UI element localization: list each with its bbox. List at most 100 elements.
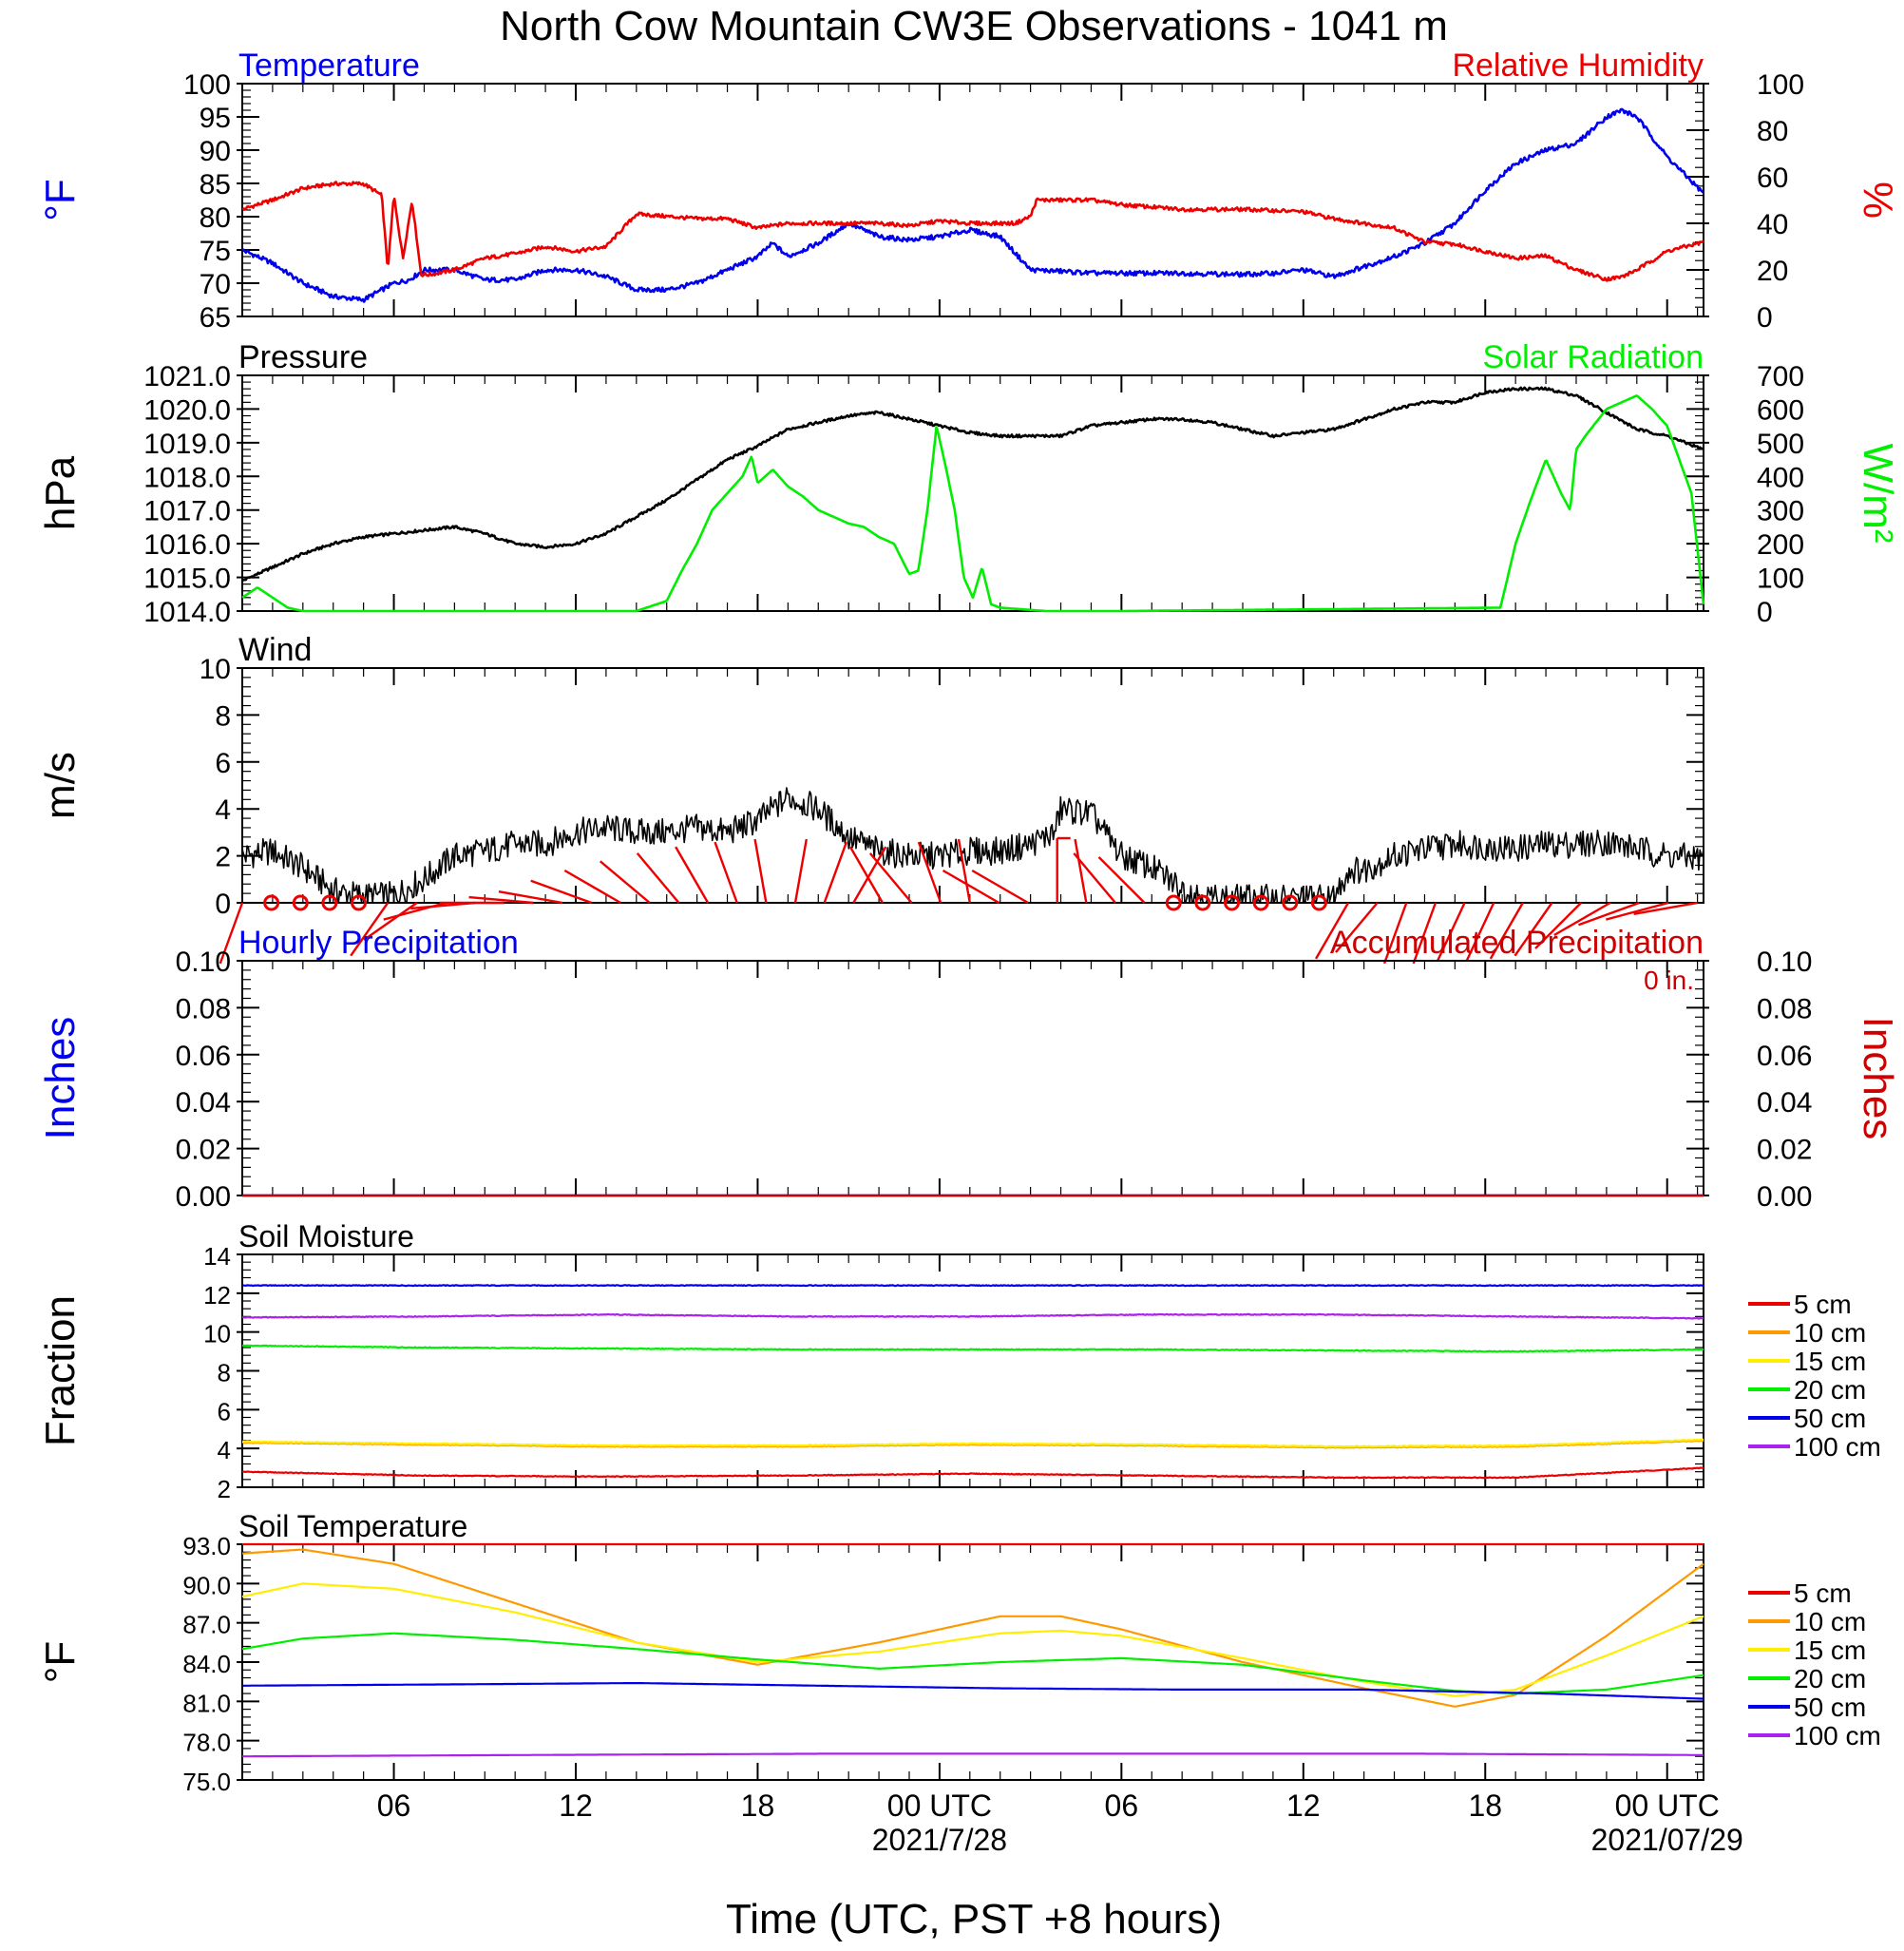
- y-tick-label-left: 75.0: [182, 1768, 231, 1796]
- panel-title-left: Temperature: [238, 48, 420, 84]
- legend-label: 15 cm: [1794, 1635, 1866, 1665]
- legend-label: 5 cm: [1794, 1290, 1852, 1319]
- wind-barb-shaft: [942, 869, 1000, 905]
- wind-barb-shaft: [852, 846, 887, 904]
- legend-label: 20 cm: [1794, 1664, 1866, 1693]
- panel-precip: 0.00 0.02 0.04 0.06 0.08 0.10 0.00 0.02 0.04 0.06…: [37, 925, 1901, 1213]
- series-line-100-cm: [241, 1312, 1704, 1320]
- y-tick-label-right: 0.06: [1757, 1041, 1812, 1072]
- y-tick-label-left: 4: [218, 1436, 231, 1464]
- figure-title: North Cow Mountain CW3E Observations - 1…: [500, 3, 1448, 49]
- legend-label: 5 cm: [1794, 1578, 1852, 1608]
- series-line-20-cm: [241, 1344, 1704, 1353]
- legend-label: 50 cm: [1794, 1404, 1866, 1433]
- wind-barb-shaft: [1553, 901, 1611, 937]
- wind-barb-shaft: [1314, 902, 1350, 960]
- wind-barb-shaft: [1382, 902, 1408, 965]
- y-tick-label-right: 0.08: [1757, 993, 1812, 1024]
- panel-title-left: Soil Moisture: [238, 1219, 414, 1253]
- y-tick-label-left: 4: [215, 794, 231, 826]
- y-tick-label-left: 10: [203, 1320, 231, 1348]
- wind-barb-shaft: [823, 841, 848, 904]
- y-tick-label-right: 200: [1757, 529, 1804, 561]
- plot-frame: [241, 1253, 1704, 1488]
- legend-label: 50 cm: [1794, 1693, 1866, 1722]
- series-line-wind: [241, 787, 1704, 904]
- wind-barb-shaft: [1412, 902, 1438, 965]
- legend-label: 15 cm: [1794, 1347, 1866, 1376]
- y-axis-label-right: Inches: [1855, 1017, 1901, 1140]
- wind-barb-shaft: [971, 869, 1029, 905]
- x-tick-label: 18: [1468, 1788, 1502, 1823]
- y-tick-label-right: 0.00: [1757, 1181, 1812, 1213]
- y-tick-label-right: 60: [1757, 163, 1788, 194]
- y-tick-label-right: 20: [1757, 256, 1788, 287]
- y-tick-label-right: 400: [1757, 462, 1804, 493]
- y-tick-label-left: 81.0: [182, 1689, 231, 1717]
- y-tick-label-right: 600: [1757, 394, 1804, 426]
- series-line-solar: [241, 394, 1705, 613]
- y-tick-label-left: 85: [200, 169, 231, 201]
- x-tick-date-label: 2021/07/29: [1591, 1823, 1743, 1857]
- wind-barb-shaft: [753, 838, 768, 904]
- y-tick-label-left: 100: [183, 69, 231, 101]
- wind-barb-shaft: [468, 895, 534, 905]
- calm-wind-marker: [1165, 894, 1182, 911]
- panel-title-right: Solar Radiation: [1483, 339, 1704, 375]
- y-tick-label-right: 40: [1757, 209, 1788, 240]
- y-tick-label-left: 14: [203, 1242, 231, 1271]
- y-tick-label-left: 80: [200, 202, 231, 234]
- y-tick-label-left: 0.04: [176, 1087, 231, 1119]
- calm-wind-marker: [1194, 894, 1211, 911]
- calm-wind-marker: [321, 894, 338, 911]
- panel-temp-rh: 65707580859095100020406080100Temperature…: [37, 48, 1901, 334]
- y-tick-label-left: 95: [200, 103, 231, 134]
- series-line-humidity: [241, 181, 1704, 282]
- y-tick-label-left: 8: [215, 700, 231, 732]
- x-axis-label: Time (UTC, PST +8 hours): [726, 1896, 1222, 1942]
- y-tick-label-left: 93.0: [182, 1532, 231, 1560]
- wind-barb-shaft: [793, 838, 809, 904]
- y-axis-label-left: hPa: [37, 455, 84, 530]
- plot-frame: [241, 960, 1704, 1196]
- calm-wind-marker: [1310, 894, 1327, 911]
- calm-wind-marker: [263, 894, 280, 911]
- y-tick-label-left: 6: [218, 1397, 231, 1425]
- y-tick-label-right: 500: [1757, 429, 1804, 460]
- panel-title-left: Soil Temperature: [238, 1509, 467, 1543]
- y-tick-label-left: 8: [218, 1359, 231, 1387]
- y-tick-label-right: 0.02: [1757, 1135, 1812, 1166]
- wind-barb-shaft: [1633, 901, 1698, 915]
- y-tick-label-left: 0.06: [176, 1041, 231, 1072]
- y-tick-label-left: 1017.0: [143, 496, 231, 527]
- y-axis-label-left: Fraction: [37, 1295, 84, 1446]
- calm-wind-marker: [1224, 894, 1241, 911]
- y-tick-label-right: 0.04: [1757, 1087, 1812, 1119]
- y-tick-label-left: 84.0: [182, 1650, 231, 1678]
- wind-barb-shaft: [714, 841, 738, 904]
- x-tick-label: 06: [1105, 1788, 1139, 1823]
- y-tick-label-left: 0.02: [176, 1135, 231, 1166]
- y-axis-label-left: Inches: [37, 1017, 84, 1140]
- y-tick-label-left: 2: [218, 1475, 231, 1503]
- wind-barb-shaft: [1605, 901, 1669, 921]
- wind-barb-shaft: [868, 852, 913, 904]
- series-line-10-cm: [242, 1548, 1704, 1708]
- wind-barb-shaft: [1073, 852, 1116, 904]
- accumulated-total-label: 0 in.: [1644, 966, 1694, 995]
- wind-barb-shaft: [1074, 838, 1088, 904]
- panel-title-left: Wind: [238, 632, 312, 668]
- series-line-100-cm: [242, 1752, 1704, 1758]
- wind-barb-shaft: [848, 846, 884, 904]
- y-tick-label-left: 0.00: [176, 1181, 231, 1213]
- x-tick-date-label: 2021/7/28: [872, 1823, 1007, 1857]
- wind-barb-shaft: [219, 902, 244, 965]
- wind-barb-shaft: [363, 902, 418, 941]
- y-tick-label-left: 1020.0: [143, 394, 231, 426]
- plot-frame: [241, 374, 1704, 612]
- panel-title-left: Pressure: [238, 339, 368, 375]
- y-tick-label-left: 1014.0: [143, 597, 231, 628]
